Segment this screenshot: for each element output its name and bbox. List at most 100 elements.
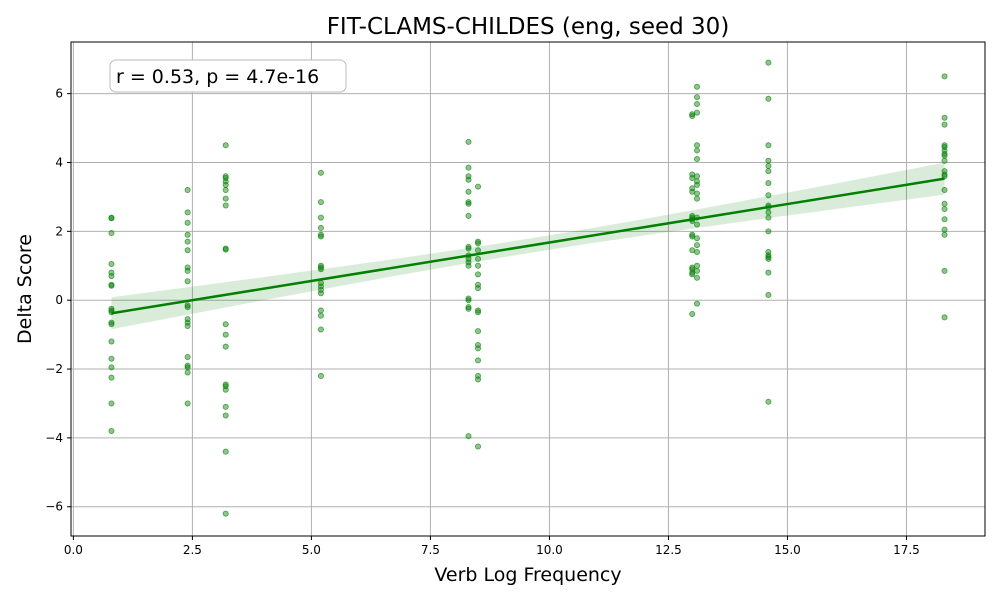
chart-title: FIT-CLAMS-CHILDES (eng, seed 30): [327, 14, 730, 40]
scatter-point: [222, 510, 229, 517]
scatter-point: [475, 255, 482, 262]
annotation-box: r = 0.53, p = 4.7e-16: [109, 59, 347, 93]
scatter-point: [222, 142, 229, 149]
scatter-point: [693, 156, 700, 163]
scatter-point: [941, 314, 948, 321]
plot-frame: [70, 41, 986, 537]
scatter-point: [941, 267, 948, 274]
scatter-point: [693, 83, 700, 90]
scatter-point: [693, 195, 700, 202]
scatter-point: [765, 228, 772, 235]
scatter-point: [765, 142, 772, 149]
scatter-point: [222, 187, 229, 194]
scatter-point: [689, 113, 696, 120]
annotation-text: r = 0.53, p = 4.7e-16: [116, 66, 319, 88]
scatter-point: [184, 209, 191, 216]
y-tick-label: 0: [55, 293, 63, 307]
scatter-point: [465, 243, 472, 250]
y-tick-label: −4: [45, 431, 63, 445]
y-tick-label: 6: [55, 87, 63, 101]
scatter-point: [222, 343, 229, 350]
scatter-point: [941, 187, 948, 194]
scatter-point: [465, 164, 472, 171]
regression-line: [111, 177, 945, 315]
scatter-point: [465, 199, 472, 206]
scatter-point: [184, 353, 191, 360]
scatter-point: [475, 307, 482, 314]
scatter-point: [941, 200, 948, 207]
scatter-point: [317, 372, 324, 379]
scatter-point: [465, 304, 472, 311]
scatter-point: [465, 297, 472, 304]
y-tick-label: 2: [55, 224, 63, 238]
scatter-point: [465, 245, 472, 252]
scatter-point: [465, 305, 472, 312]
scatter-point: [765, 162, 772, 169]
scatter-point: [184, 247, 191, 254]
scatter-point: [184, 187, 191, 194]
scatter-point: [765, 59, 772, 66]
scatter-point: [765, 269, 772, 276]
grid-lines: [71, 42, 985, 536]
scatter-point: [184, 267, 191, 274]
x-tick-label: 12.5: [655, 543, 682, 557]
scatter-point: [465, 176, 472, 183]
scatter-point: [475, 238, 482, 245]
scatter-point: [184, 304, 191, 311]
scatter-point: [765, 254, 772, 261]
scatter-point: [184, 302, 191, 309]
scatter-point: [184, 400, 191, 407]
scatter-point: [184, 369, 191, 376]
scatter-point: [475, 240, 482, 247]
scatter-point: [222, 448, 229, 455]
scatter-point: [108, 319, 115, 326]
scatter-point: [693, 94, 700, 101]
scatter-point: [317, 266, 324, 273]
scatter-point: [941, 150, 948, 157]
scatter-point: [693, 248, 700, 255]
scatter-point: [184, 364, 191, 371]
scatter-point: [693, 242, 700, 249]
x-tick-label: 17.5: [893, 543, 920, 557]
scatter-point: [317, 231, 324, 238]
scatter-point: [108, 355, 115, 362]
scatter-point: [693, 300, 700, 307]
scatter-point: [693, 190, 700, 197]
scatter-point: [693, 181, 700, 188]
scatter-point: [693, 235, 700, 242]
scatter-point: [765, 157, 772, 164]
scatter-point: [317, 214, 324, 221]
scatter-point: [108, 282, 115, 289]
scatter-point: [222, 403, 229, 410]
scatter-point: [941, 231, 948, 238]
scatter-point: [317, 169, 324, 176]
scatter-point: [465, 212, 472, 219]
scatter-point: [108, 273, 115, 280]
x-tick-label: 5.0: [302, 543, 321, 557]
scatter-point: [465, 295, 472, 302]
y-axis-label: Delta Score: [14, 234, 36, 344]
scatter-point: [765, 398, 772, 405]
scatter-point: [108, 364, 115, 371]
scatter-point: [475, 285, 482, 292]
scatter-point: [465, 200, 472, 207]
scatter-point: [184, 238, 191, 245]
scatter-point: [222, 386, 229, 393]
scatter-point: [184, 219, 191, 226]
scatter-point: [941, 216, 948, 223]
scatter-point: [693, 147, 700, 154]
scatter-point: [317, 224, 324, 231]
scatter-point: [693, 109, 700, 116]
scatter-point: [108, 374, 115, 381]
scatter-point: [317, 312, 324, 319]
scatter-point: [689, 271, 696, 278]
scatter-point: [941, 121, 948, 128]
x-tick-label: 2.5: [183, 543, 202, 557]
scatter-point: [475, 443, 482, 450]
scatter-point: [941, 205, 948, 212]
annotation-box-frame: [109, 59, 347, 93]
scatter-point: [465, 188, 472, 195]
scatter-point: [222, 181, 229, 188]
scatter-point: [222, 246, 229, 253]
